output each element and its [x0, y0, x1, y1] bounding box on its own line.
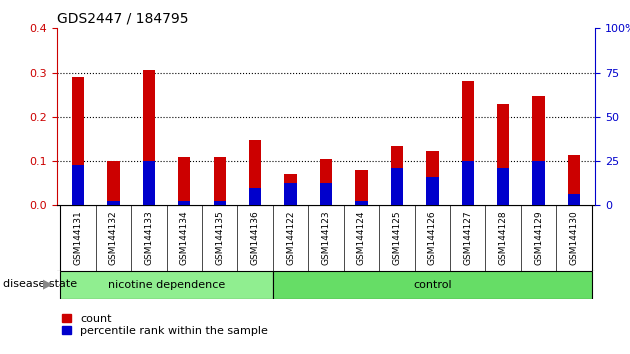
- Bar: [142, 70, 155, 205]
- Bar: [497, 104, 510, 205]
- Bar: [391, 146, 403, 205]
- Bar: [214, 201, 226, 205]
- Bar: [249, 140, 261, 205]
- Text: GSM144136: GSM144136: [251, 211, 260, 265]
- Text: GSM144134: GSM144134: [180, 211, 189, 265]
- Text: disease state: disease state: [3, 279, 77, 289]
- Bar: [426, 177, 438, 205]
- Text: GSM144123: GSM144123: [321, 211, 331, 265]
- Text: GSM144132: GSM144132: [109, 211, 118, 265]
- Bar: [532, 96, 545, 205]
- Text: GSM144133: GSM144133: [144, 211, 153, 265]
- Bar: [142, 161, 155, 205]
- Bar: [462, 161, 474, 205]
- Text: GSM144129: GSM144129: [534, 211, 543, 265]
- Bar: [497, 168, 510, 205]
- Bar: [568, 155, 580, 205]
- Bar: [462, 81, 474, 205]
- Bar: [568, 194, 580, 205]
- Text: GSM144127: GSM144127: [463, 211, 472, 265]
- Text: GDS2447 / 184795: GDS2447 / 184795: [57, 12, 188, 26]
- Bar: [426, 152, 438, 205]
- Text: GSM144126: GSM144126: [428, 211, 437, 265]
- Bar: [273, 271, 592, 299]
- Text: control: control: [413, 280, 452, 290]
- Bar: [532, 161, 545, 205]
- Text: GSM144124: GSM144124: [357, 211, 366, 265]
- Text: ▶: ▶: [43, 278, 52, 291]
- Bar: [72, 77, 84, 205]
- Text: GSM144131: GSM144131: [74, 211, 83, 265]
- Bar: [60, 271, 273, 299]
- Bar: [107, 161, 120, 205]
- Bar: [320, 159, 332, 205]
- Bar: [72, 166, 84, 205]
- Bar: [107, 201, 120, 205]
- Bar: [178, 201, 190, 205]
- Text: GSM144135: GSM144135: [215, 211, 224, 265]
- Bar: [355, 201, 368, 205]
- Bar: [284, 174, 297, 205]
- Bar: [391, 168, 403, 205]
- Text: GSM144122: GSM144122: [286, 211, 295, 265]
- Bar: [320, 183, 332, 205]
- Text: GSM144128: GSM144128: [499, 211, 508, 265]
- Text: nicotine dependence: nicotine dependence: [108, 280, 225, 290]
- Bar: [214, 156, 226, 205]
- Legend: count, percentile rank within the sample: count, percentile rank within the sample: [62, 314, 268, 336]
- Text: GSM144125: GSM144125: [392, 211, 401, 265]
- Text: GSM144130: GSM144130: [570, 211, 578, 265]
- Bar: [355, 170, 368, 205]
- Bar: [284, 183, 297, 205]
- Bar: [178, 156, 190, 205]
- Bar: [249, 188, 261, 205]
